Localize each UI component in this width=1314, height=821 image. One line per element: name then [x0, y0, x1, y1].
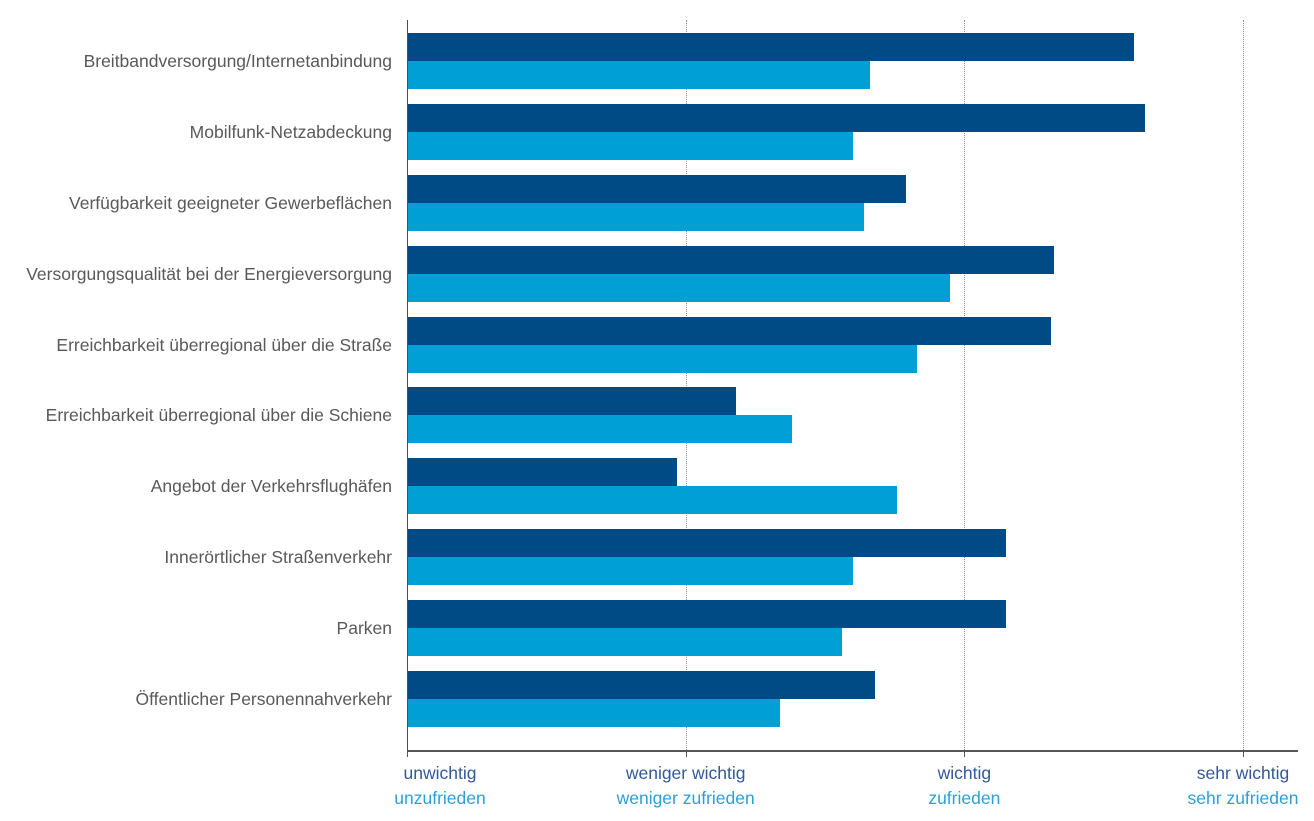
axis-tick: [1243, 752, 1244, 757]
category-label: Öffentlicher Personennahverkehr: [135, 689, 393, 709]
axis-tick-label: weniger wichtig weniger zufrieden: [617, 761, 755, 811]
category-label: Breitbandversorgung/Internetanbindung: [83, 51, 392, 71]
x-axis-line: [407, 750, 1298, 752]
category-label: Verfügbarkeit geeigneter Gewerbeflächen: [69, 192, 392, 213]
gridline: [685, 20, 687, 750]
bar-satisfaction: [408, 415, 792, 444]
bar-importance: [408, 600, 1007, 629]
axis-tick-label-importance: weniger wichtig: [625, 763, 746, 783]
axis-tick-label-importance: unwichtig: [403, 763, 477, 783]
axis-tick: [685, 752, 687, 757]
bar-satisfaction: [408, 628, 842, 657]
bar-satisfaction: [408, 61, 870, 89]
axis-tick-label-importance: wichtig: [937, 763, 992, 783]
bar-importance: [408, 103, 1146, 132]
category-label: Innerörtlicher Straßenverkehr: [164, 547, 392, 568]
bar-importance: [408, 458, 678, 487]
gridline: [1243, 20, 1244, 750]
bar-importance: [408, 529, 1007, 558]
bar-satisfaction: [408, 273, 951, 302]
axis-tick-label: wichtig zufrieden: [928, 761, 1000, 811]
category-label: Versorgungsqualität bei der Energieverso…: [26, 263, 392, 284]
axis-tick-label-satisfaction: unzufrieden: [394, 788, 486, 808]
axis-tick-label-satisfaction: zufrieden: [928, 788, 1001, 808]
category-label: Erreichbarkeit überregional über die Str…: [56, 334, 392, 355]
bar-satisfaction: [408, 486, 898, 515]
bar-importance: [408, 387, 736, 416]
axis-tick-label-satisfaction: weniger zufrieden: [616, 788, 755, 808]
bar-importance: [408, 33, 1135, 61]
bar-satisfaction: [408, 344, 917, 373]
bar-satisfaction: [408, 699, 781, 727]
axis-tick-label-importance: sehr wichtig: [1196, 763, 1290, 783]
category-label: Angebot der Verkehrsflughäfen: [150, 476, 392, 497]
bar-importance: [408, 316, 1051, 345]
axis-tick: [407, 752, 408, 757]
bar-importance: [408, 245, 1054, 274]
bar-satisfaction: [408, 202, 864, 231]
category-label: Mobilfunk-Netzabdeckung: [189, 121, 392, 142]
category-label: Erreichbarkeit überregional über die Sch…: [45, 405, 392, 426]
axis-tick-label-satisfaction: sehr zufrieden: [1187, 788, 1299, 808]
gridline: [964, 20, 966, 750]
axis-tick-label: unwichtig unzufrieden: [394, 761, 485, 811]
bar-importance: [408, 671, 876, 699]
bar-satisfaction: [408, 557, 853, 586]
axis-tick-label: sehr wichtig sehr zufrieden: [1188, 761, 1299, 811]
axis-tick: [964, 752, 966, 757]
category-label: Parken: [336, 618, 392, 639]
bar-satisfaction: [408, 131, 853, 160]
bar-importance: [408, 174, 906, 203]
y-axis-line: [407, 20, 408, 755]
